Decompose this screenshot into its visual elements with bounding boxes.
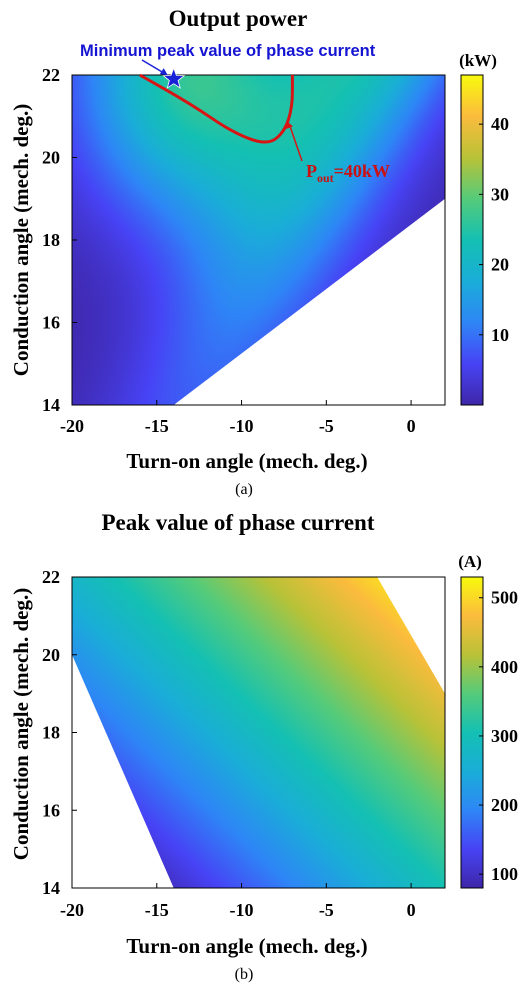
marker-arrow-head [159,68,168,76]
x-tick-label: -20 [60,900,84,920]
colorbar-tick-label: 40 [491,114,509,134]
pout-40kw-contour [139,73,294,144]
colorbar-gradient-b [460,576,484,889]
panel-b-colorbar: 100 200 300 400 500 [460,576,518,889]
panel-b-y-ticks: 14 16 18 20 22 [42,567,77,898]
panel-a-x-axis-label: Turn-on angle (mech. deg.) [126,449,367,473]
x-tick-label: -10 [230,900,254,920]
colorbar-tick-label: 300 [491,726,518,746]
panel-a-x-ticks: -20 -15 -10 -5 0 [60,400,416,436]
y-tick-label: 22 [42,65,60,85]
panel-a-colorbar: 10 20 30 40 [460,74,509,406]
x-tick-label: 0 [407,900,416,920]
y-tick-label: 20 [42,148,60,168]
colorbar-tick-label: 500 [491,588,518,608]
x-tick-label: -10 [230,416,254,436]
colorbar-tick-label: 100 [491,864,518,884]
panel-b-caption: (b) [235,966,254,983]
y-tick-label: 20 [42,645,60,665]
y-tick-label: 18 [42,723,60,743]
panel-a-y-ticks: 14 16 18 20 22 [42,65,77,415]
panel-b-plot-area [71,576,446,889]
svg-text:Pout=40kW: Pout=40kW [306,161,390,185]
panel-a-plot-area [71,66,446,406]
x-tick-label: -5 [319,416,334,436]
panel-b-x-ticks: -20 -15 -10 -5 0 [60,883,416,920]
y-tick-label: 16 [42,800,60,820]
colorbar-gradient-a [460,74,484,406]
y-tick-label: 22 [42,567,60,587]
pout-label-sub: out [317,171,334,185]
panel-b: Peak value of phase current -20 -15 -10 -5 0… [9,510,518,983]
x-tick-label: -15 [145,416,169,436]
pout-label-rest: =40kW [334,161,390,181]
panel-a-caption: (a) [235,481,253,498]
pout-contour-label: Pout=40kW [285,121,390,185]
colorbar-tick-label: 10 [491,325,509,345]
y-tick-label: 18 [42,230,60,250]
panel-a: Output power -20 -15 -10 -5 0 14 16 18 20 22 Tur… [9,6,509,498]
x-tick-label: -20 [60,416,84,436]
y-tick-label: 14 [42,878,60,898]
panel-b-y-axis-label: Conduction angle (mech. deg.) [9,588,33,860]
y-tick-label: 14 [42,395,60,415]
minimum-peak-current-label: Minimum peak value of phase current [80,42,376,60]
panel-b-colorbar-unit: (A) [458,552,482,571]
colorbar-tick-label: 20 [491,255,509,275]
pout-arrow-head [285,121,294,130]
heatmap-surface-a [72,75,445,405]
x-tick-label: 0 [407,416,416,436]
x-tick-label: -15 [145,900,169,920]
x-tick-label: -5 [319,900,334,920]
panel-a-title: Output power [169,6,308,31]
heatmap-surface-b [72,577,445,888]
panel-a-colorbar-unit: (kW) [459,51,497,70]
colorbar-tick-label: 400 [491,657,518,677]
pout-label-main: P [306,161,317,181]
panel-b-title: Peak value of phase current [101,510,374,535]
pout-arrow-line [289,126,303,162]
min-peak-current-star [162,66,186,89]
y-tick-label: 16 [42,313,60,333]
colorbar-tick-label: 30 [491,184,509,204]
panel-a-y-axis-label: Conduction angle (mech. deg.) [9,104,33,376]
panel-b-x-axis-label: Turn-on angle (mech. deg.) [126,934,367,958]
colorbar-tick-label: 200 [491,795,518,815]
